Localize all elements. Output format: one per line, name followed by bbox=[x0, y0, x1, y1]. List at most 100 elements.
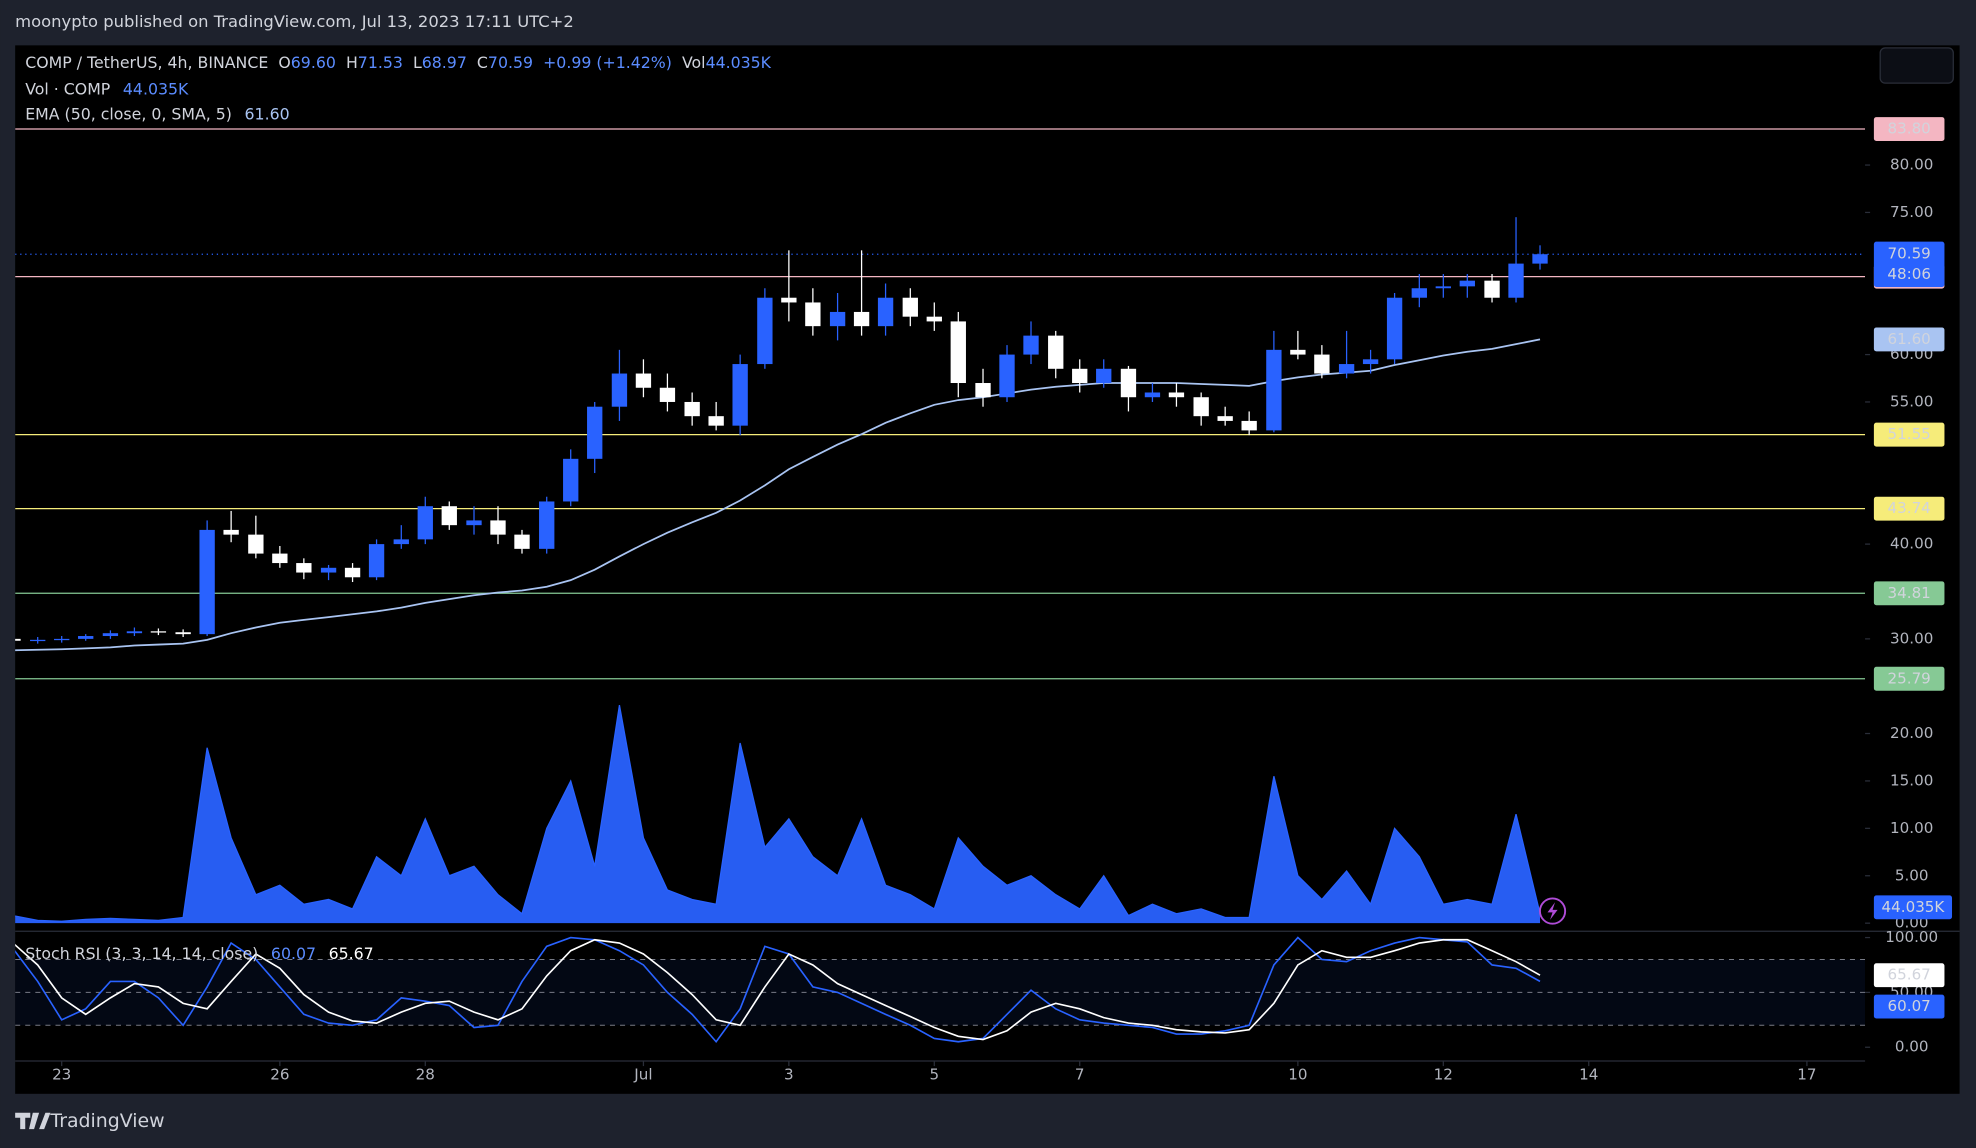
candle-body bbox=[78, 636, 94, 639]
x-tick-label: 17 bbox=[1797, 1065, 1816, 1083]
price-badge bbox=[1873, 241, 1945, 287]
candle-body bbox=[490, 520, 506, 535]
candle-body bbox=[368, 544, 385, 578]
vol-title: Vol · COMP bbox=[25, 79, 110, 98]
candle-body bbox=[15, 638, 21, 641]
candle-body bbox=[1168, 392, 1185, 398]
candle-body bbox=[926, 316, 942, 322]
candle-body bbox=[1144, 392, 1161, 398]
price-badge-label: 83.80 bbox=[1888, 120, 1931, 138]
y-tick-label: 40.00 bbox=[1890, 535, 1933, 553]
h-key: H bbox=[346, 53, 358, 72]
price-badge bbox=[1873, 666, 1945, 691]
alert-icon-bolt bbox=[1547, 902, 1558, 920]
y-tick-label: 30.00 bbox=[1890, 629, 1933, 647]
candle-body bbox=[829, 311, 846, 327]
candle-body bbox=[1096, 368, 1112, 384]
candle-body bbox=[126, 631, 143, 634]
legend-main: COMP / TetherUS, 4h, BINANCE O69.60 H71.53… bbox=[25, 53, 771, 72]
candle-body bbox=[587, 406, 603, 459]
candle-body bbox=[393, 539, 409, 545]
ema-title: EMA (50, close, 0, SMA, 5) bbox=[25, 104, 232, 123]
y-tick-label: 20.00 bbox=[1890, 724, 1933, 742]
candle-body bbox=[150, 631, 167, 633]
x-tick-label: 14 bbox=[1579, 1065, 1598, 1083]
x-tick-label: 3 bbox=[784, 1065, 794, 1083]
candle-body bbox=[1048, 335, 1064, 369]
candle-body bbox=[1435, 286, 1451, 289]
candle-body bbox=[320, 567, 337, 573]
axes: 30.0040.0055.0060.0075.0080.000.005.0010… bbox=[52, 117, 1953, 1083]
candle-body bbox=[1386, 297, 1403, 360]
candle-body bbox=[1072, 368, 1088, 384]
c-key: C bbox=[477, 53, 488, 72]
candle-body bbox=[223, 529, 239, 535]
x-tick-label: 23 bbox=[52, 1065, 71, 1083]
vol-value: 44.035K bbox=[123, 79, 189, 98]
price-badge bbox=[1873, 422, 1945, 447]
price-badge bbox=[1873, 496, 1945, 521]
h-val: 71.53 bbox=[358, 53, 403, 72]
price-badge-label: 60.07 bbox=[1888, 997, 1931, 1015]
price-badge-label: 61.60 bbox=[1888, 330, 1931, 348]
candle-body bbox=[757, 297, 773, 365]
y-tick-label: 15.00 bbox=[1890, 771, 1933, 789]
candle-body bbox=[1532, 254, 1548, 264]
o-key: O bbox=[278, 53, 290, 72]
x-tick-label: 7 bbox=[1075, 1065, 1085, 1083]
candle-body bbox=[417, 506, 433, 540]
x-tick-label: 10 bbox=[1288, 1065, 1307, 1083]
y-tick-label: 10.00 bbox=[1890, 819, 1933, 837]
candle-body bbox=[611, 373, 628, 407]
legend-stoch: Stoch RSI (3, 3, 14, 14, close) 60.07 65.6… bbox=[25, 943, 373, 962]
alert-icon[interactable] bbox=[1539, 897, 1567, 925]
candle-body bbox=[466, 520, 482, 526]
logo bbox=[15, 1112, 51, 1130]
price-badge-label: 44.035K bbox=[1882, 898, 1946, 916]
change: +0.99 (+1.42%) bbox=[543, 53, 672, 72]
candle-body bbox=[805, 302, 821, 327]
candle-body bbox=[344, 567, 361, 578]
y-tick-label: 0.00 bbox=[1895, 1038, 1929, 1056]
candle-body bbox=[1338, 364, 1355, 374]
candle-body bbox=[1120, 368, 1137, 398]
stoch-k-value: 60.07 bbox=[271, 943, 316, 962]
candle-body bbox=[1508, 263, 1524, 298]
x-tick-label: 26 bbox=[270, 1065, 289, 1083]
x-tick-label: Jul bbox=[633, 1065, 652, 1083]
candle-body bbox=[272, 553, 288, 564]
candle-body bbox=[684, 401, 700, 417]
legend-vol: Vol · COMP 44.035K bbox=[25, 79, 189, 98]
price-badge bbox=[1873, 581, 1945, 606]
current-price: 70.59 bbox=[1888, 245, 1931, 263]
candle-body bbox=[877, 297, 894, 327]
c-val: 70.59 bbox=[488, 53, 533, 72]
volume-line bbox=[15, 704, 1541, 922]
candle-body bbox=[659, 387, 676, 402]
candle-body bbox=[1484, 280, 1500, 298]
candle-body bbox=[853, 311, 870, 327]
price-badge-label: 43.74 bbox=[1888, 499, 1931, 517]
y-tick-label: 100.00 bbox=[1885, 928, 1938, 946]
candle-body bbox=[54, 638, 70, 641]
candle-body bbox=[1023, 335, 1039, 355]
stoch-k-line bbox=[15, 936, 1541, 1044]
candle-body bbox=[199, 529, 215, 635]
candle-body bbox=[1193, 397, 1209, 417]
price-badge bbox=[1873, 117, 1945, 142]
symbol: COMP / TetherUS, 4h, BINANCE bbox=[25, 53, 268, 72]
price-pane bbox=[15, 128, 1866, 924]
candle-body bbox=[708, 416, 724, 426]
y-tick-label: 55.00 bbox=[1890, 392, 1933, 410]
l-key: L bbox=[413, 53, 422, 72]
o-val: 69.60 bbox=[291, 53, 336, 72]
price-badge bbox=[1873, 963, 1945, 988]
candle-body bbox=[296, 563, 312, 573]
price-badge bbox=[1873, 895, 1953, 920]
menu-button[interactable] bbox=[1879, 47, 1954, 84]
ema-line bbox=[15, 338, 1541, 652]
legend-ema: EMA (50, close, 0, SMA, 5) 61.60 bbox=[25, 104, 289, 123]
candle-body bbox=[102, 633, 119, 637]
x-tick-label: 12 bbox=[1434, 1065, 1453, 1083]
